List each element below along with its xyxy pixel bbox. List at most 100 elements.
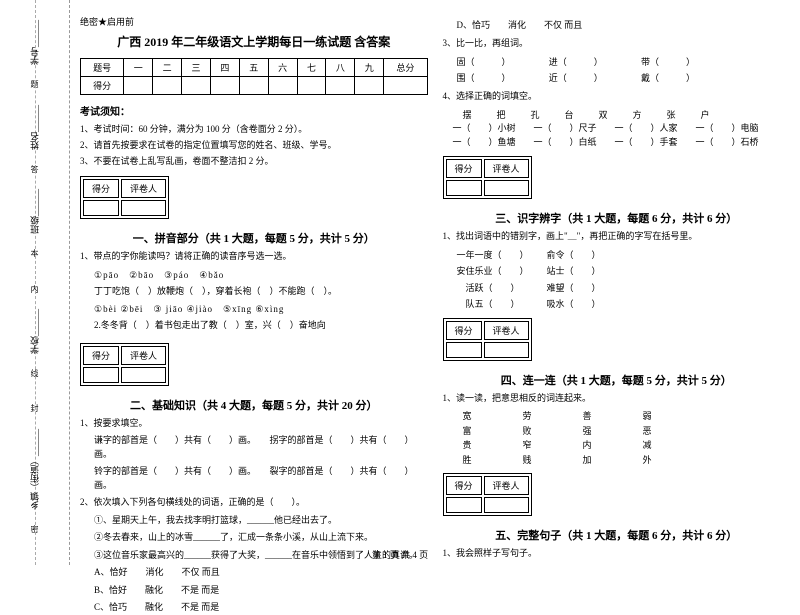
cell: 四	[210, 59, 239, 77]
cell	[83, 200, 119, 216]
cell: 评卷人	[121, 179, 166, 198]
cell	[268, 77, 297, 95]
r-q3: 3、比一比，再组词。	[443, 37, 791, 51]
cell	[153, 77, 182, 95]
item: 俞令（ ）	[547, 247, 637, 263]
page-footer: 第 1 页 共 4 页	[372, 548, 428, 561]
word: 带（ ）	[641, 54, 731, 70]
gutter-field-school: 学校______	[28, 309, 41, 354]
item: 队五（ ）	[457, 296, 547, 312]
q1-line: 丁丁吃饱（ ）放鞭炮（ ），穿着长袍（ ）不能跑（ ）。	[94, 285, 428, 299]
part4-title: 四、连一连（共 1 大题，每题 5 分，共计 5 分）	[443, 372, 791, 388]
fill-line: 一（ ）小树 一（ ）尺子 一（ ）人家 一（ ）电脑	[453, 121, 791, 135]
cell	[210, 77, 239, 95]
score-header-row: 题号 一 二 三 四 五 六 七 八 九 总分	[81, 59, 428, 77]
item: 吸水（ ）	[547, 296, 637, 312]
w: 窄	[523, 438, 583, 452]
cell	[484, 180, 529, 196]
w: 宽	[463, 409, 523, 423]
cell: 二	[153, 59, 182, 77]
p2-a: A、恰好 消化 不仅 而且	[94, 566, 428, 580]
item: 难望（ ）	[547, 280, 637, 296]
w: 胜	[463, 453, 523, 467]
q1-line2: 2.冬冬背（ ）着书包走出了教（ ）室，兴（ ）奋地向	[94, 319, 428, 333]
cell	[124, 77, 153, 95]
cell: 评卷人	[484, 159, 529, 178]
cell: 一	[124, 59, 153, 77]
w: 贵	[463, 438, 523, 452]
p3-row: 安住乐业（ ）站士（ ）	[457, 263, 791, 279]
pair-row: 宽劳善弱	[463, 409, 791, 423]
word: 近（ ）	[549, 70, 639, 86]
cell	[446, 180, 482, 196]
binding-gutter: 学号______ 题 姓名______ 答 班级______ 本 内 学校___…	[0, 0, 70, 565]
cell	[484, 342, 529, 358]
grader-box: 得分评卷人	[443, 473, 532, 516]
cell: 题号	[81, 59, 124, 77]
cell: 五	[239, 59, 268, 77]
w: 劳	[523, 409, 583, 423]
p3-row: 队五（ ）吸水（ ）	[457, 296, 791, 312]
word: 围（ ）	[457, 70, 547, 86]
gutter-field-town: 乡镇（街道）______	[28, 429, 41, 510]
fill-line: 一（ ）鱼塘 一（ ）白纸 一（ ）手套 一（ ）石桥	[453, 135, 791, 149]
cell	[83, 367, 119, 383]
item: 一年一度（ ）	[457, 247, 547, 263]
grader-box: 得分评卷人	[443, 156, 532, 199]
part2-title: 二、基础知识（共 4 大题，每题 5 分，共计 20 分）	[80, 397, 428, 413]
cell: 七	[297, 59, 326, 77]
notice-title: 考试须知：	[80, 103, 428, 118]
p2-q1: 1、按要求填空。	[80, 417, 428, 431]
pair-row: 胜贱加外	[463, 453, 791, 467]
secret-label: 绝密★启用前	[80, 15, 428, 28]
part3-title: 三、识字辨字（共 1 大题，每题 6 分，共计 6 分）	[443, 210, 791, 226]
item: 安住乐业（ ）	[457, 263, 547, 279]
cell	[297, 77, 326, 95]
cell: 得分	[446, 321, 482, 340]
r-q4: 4、选择正确的词填空。	[443, 90, 791, 104]
w: 减	[643, 438, 703, 452]
q1-opts2: ①bèi ②bēi ③ jiāo ④jiào ⑤xīng ⑥xìng	[94, 302, 428, 315]
p5-q1: 1、我会照样子写句子。	[443, 547, 791, 561]
word: 进（ ）	[549, 54, 639, 70]
w: 败	[523, 424, 583, 438]
notice-item: 3、不要在试卷上乱写乱画，卷面不整洁扣 2 分。	[80, 154, 428, 167]
word: 戴（ ）	[641, 70, 731, 86]
cell	[326, 77, 355, 95]
notice-item: 2、请首先按要求在试卷的指定位置填写您的姓名、班级、学号。	[80, 138, 428, 151]
cell	[239, 77, 268, 95]
p3-row: 活跃（ ）难望（ ）	[457, 280, 791, 296]
w: 内	[583, 438, 643, 452]
p2-s2: ②冬去春来，山上的冰雪______了，汇成一条条小溪，从山上流下来。	[94, 531, 428, 545]
q1: 1、带点的字你能读吗？请将正确的读音序号选一选。	[80, 250, 428, 264]
cell: 六	[268, 59, 297, 77]
cell: 九	[355, 59, 384, 77]
word: 固（ ）	[457, 54, 547, 70]
w: 外	[643, 453, 703, 467]
w: 强	[583, 424, 643, 438]
cell: 得分	[81, 77, 124, 95]
cell	[446, 342, 482, 358]
cell	[182, 77, 211, 95]
word-row: 围（ ） 近（ ） 戴（ ）	[457, 70, 791, 86]
w: 善	[583, 409, 643, 423]
gutter-field-name: 姓名______	[28, 105, 41, 150]
grader-box: 得分评卷人	[80, 176, 169, 219]
p2-line: 铃字的部首是（ ）共有（ ）画。 裂字的部首是（ ）共有（ ）画。	[94, 465, 428, 492]
p3-row: 一年一度（ ）俞令（ ）	[457, 247, 791, 263]
p2-s1: ①、星期天上午，我去找李明打篮球，______他已经出去了。	[94, 514, 428, 528]
w: 贱	[523, 453, 583, 467]
p3-q1: 1、找出词语中的错别字，画上"＿"，再把正确的字写在括号里。	[443, 230, 791, 244]
p2-b: B、恰好 融化 不是 而是	[94, 584, 428, 598]
cell: 评卷人	[121, 346, 166, 365]
right-column: D、恰巧 消化 不仅 而且 3、比一比，再组词。 固（ ） 进（ ） 带（ ） …	[443, 15, 791, 550]
grader-box: 得分评卷人	[443, 318, 532, 361]
notice-item: 1、考试时间：60 分钟，满分为 100 分（含卷面分 2 分）。	[80, 122, 428, 135]
left-column: 绝密★启用前 广西 2019 年二年级语文上学期每日一练试题 含答案 题号 一 …	[80, 15, 428, 550]
p2-q2: 2、依次填入下列各句横线处的词语，正确的是（ ）。	[80, 496, 428, 510]
main-content: 绝密★启用前 广西 2019 年二年级语文上学期每日一练试题 含答案 题号 一 …	[70, 0, 800, 565]
item: 站士（ ）	[547, 263, 637, 279]
w: 弱	[643, 409, 703, 423]
cell	[355, 77, 384, 95]
w: 加	[583, 453, 643, 467]
